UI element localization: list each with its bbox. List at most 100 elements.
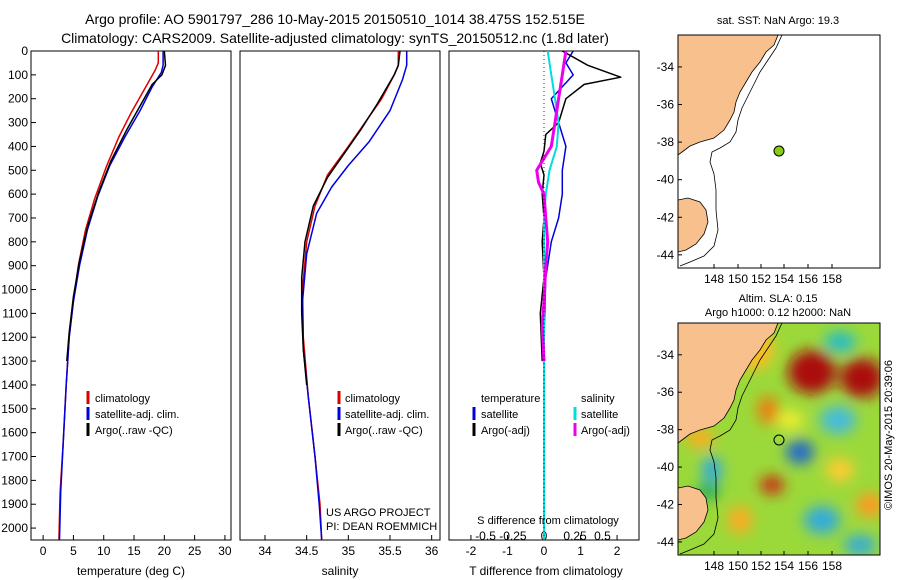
y-tick-label: 600 — [8, 187, 28, 201]
legend-s-argo-label: Argo(-adj) — [581, 425, 630, 437]
sal-legend-sat-label: satellite-adj. clim. — [345, 409, 429, 421]
sla-blob — [840, 358, 880, 398]
salinity-axes — [239, 50, 441, 541]
y-tick-label: 1900 — [1, 497, 28, 511]
lon-tick-label: 154 — [774, 272, 794, 286]
sst-map-isobath — [679, 35, 783, 267]
difference-panel: -2 -1 0 1 2 -0.5 -0.25 0 0.25 0.5 S difference f… — [448, 50, 640, 578]
x-tick-label: 0 — [541, 544, 548, 558]
lon-tick-label: 156 — [798, 272, 818, 286]
x-tick-label: 15 — [127, 544, 141, 558]
lon-tick-label: 150 — [728, 559, 748, 573]
lon-tick-label: 152 — [751, 559, 771, 573]
y-tick-label: 1500 — [1, 402, 28, 416]
sal-legend-argo-label: Argo(..raw -QC) — [345, 425, 423, 437]
imos-credit: ©IMOS 20-May-2015 20:39:06 — [883, 360, 895, 510]
lat-tick-label: -36 — [657, 98, 675, 112]
t-difference-xlabel: T difference from climatology — [469, 564, 623, 578]
s-diff-tick-label: -0.5 — [475, 529, 496, 543]
series-line-argo-raw-qc- — [66, 51, 167, 362]
s-diff-tick-label: 0.5 — [594, 529, 611, 543]
y-tick-label: 1300 — [1, 354, 28, 368]
sst-map-title: sat. SST: NaN Argo: 19.3 — [717, 15, 839, 27]
lon-tick-label: 158 — [822, 272, 842, 286]
sla-map-title2: Argo h1000: 0.12 h2000: NaN — [705, 307, 851, 319]
y-tick-label: 1000 — [1, 283, 28, 297]
x-tick-label: 2 — [614, 544, 621, 558]
lon-tick-label: 148 — [704, 559, 724, 573]
s-diff-tick-label: 0.25 — [563, 529, 587, 543]
lon-tick-label: 154 — [774, 559, 794, 573]
x-tick-label: 0 — [40, 544, 47, 558]
lat-tick-label: -38 — [657, 423, 675, 437]
sla-blob — [844, 535, 876, 555]
project-annotation-line2: PI: DEAN ROEMMICH — [326, 521, 437, 533]
lat-tick-label: -38 — [657, 135, 675, 149]
y-tick-label: 1700 — [1, 450, 28, 464]
x-tick-label: -2 — [466, 544, 477, 558]
temp-legend-clim-label: climatology — [95, 393, 151, 405]
sla-blob — [820, 406, 856, 434]
temp-legend-sat-label: satellite-adj. clim. — [95, 409, 179, 421]
x-tick-label: 1 — [577, 544, 584, 558]
x-tick-label: 20 — [158, 544, 172, 558]
temperature-panel: 0100200300400500600700800900100011001200… — [1, 44, 232, 578]
sla-map-frame — [677, 322, 881, 556]
sla-map-panel: Altim. SLA: 0.15 Argo h1000: 0.12 h2000:… — [657, 293, 881, 573]
sla-blob — [786, 440, 814, 464]
lat-tick-label: -34 — [657, 348, 675, 362]
sla-map-land — [678, 323, 779, 444]
x-tick-label: 34 — [258, 544, 272, 558]
sla-blob — [760, 476, 784, 494]
s-diff-tick-label: -0.25 — [499, 529, 527, 543]
sla-blob — [824, 332, 856, 352]
lon-tick-label: 156 — [798, 559, 818, 573]
lon-tick-label: 158 — [822, 559, 842, 573]
y-tick-label: 900 — [8, 259, 28, 273]
x-tick-label: 34.5 — [295, 544, 319, 558]
lat-tick-label: -44 — [657, 535, 675, 549]
sla-argo-marker — [773, 434, 785, 446]
lat-tick-label: -36 — [657, 385, 675, 399]
sla-blob — [826, 458, 854, 482]
legend-t-sat-label: satellite — [481, 409, 518, 421]
sst-map-land — [678, 35, 779, 156]
salinity-panel: 34 34.5 35 35.5 36 salinity climatology sate… — [239, 50, 441, 578]
y-tick-label: 300 — [8, 116, 28, 130]
temperature-axes — [30, 50, 232, 541]
legend-s-sat-label: satellite — [581, 409, 618, 421]
sla-map-tasmania — [678, 485, 709, 541]
sst-argo-marker — [773, 145, 785, 157]
legend-t-argo-label: Argo(-adj) — [481, 425, 530, 437]
y-tick-label: 500 — [8, 163, 28, 177]
sal-legend-clim-label: climatology — [345, 393, 401, 405]
y-tick-label: 2000 — [1, 521, 28, 535]
sla-blob — [788, 350, 836, 394]
lon-tick-label: 152 — [751, 272, 771, 286]
y-tick-label: 400 — [8, 139, 28, 153]
lat-tick-label: -44 — [657, 248, 675, 262]
y-tick-label: 1600 — [1, 426, 28, 440]
legend-salinity-title: salinity — [581, 393, 615, 405]
x-tick-label: 35.5 — [378, 544, 402, 558]
sst-map-tasmania — [678, 197, 709, 253]
x-tick-label: 10 — [97, 544, 111, 558]
temperature-legend: climatology satellite-adj. clim. Argo(..… — [86, 391, 179, 437]
temp-legend-argo-label: Argo(..raw -QC) — [95, 425, 173, 437]
sla-map-isobath — [679, 323, 783, 555]
y-tick-label: 1800 — [1, 473, 28, 487]
sst-map-frame — [677, 34, 881, 269]
y-tick-label: 1200 — [1, 330, 28, 344]
sla-blob — [776, 410, 804, 430]
lat-tick-label: -42 — [657, 497, 675, 511]
y-tick-label: 700 — [8, 211, 28, 225]
x-tick-label: -1 — [502, 544, 513, 558]
difference-legend: temperature satellite Argo(-adj) salinit… — [472, 393, 630, 437]
x-tick-label: 35 — [342, 544, 356, 558]
y-tick-label: 800 — [8, 235, 28, 249]
salinity-legend: climatology satellite-adj. clim. Argo(..… — [337, 391, 429, 437]
sla-map-title1: Altim. SLA: 0.15 — [739, 293, 818, 305]
sla-blob — [702, 456, 722, 484]
sla-blob — [804, 506, 840, 534]
